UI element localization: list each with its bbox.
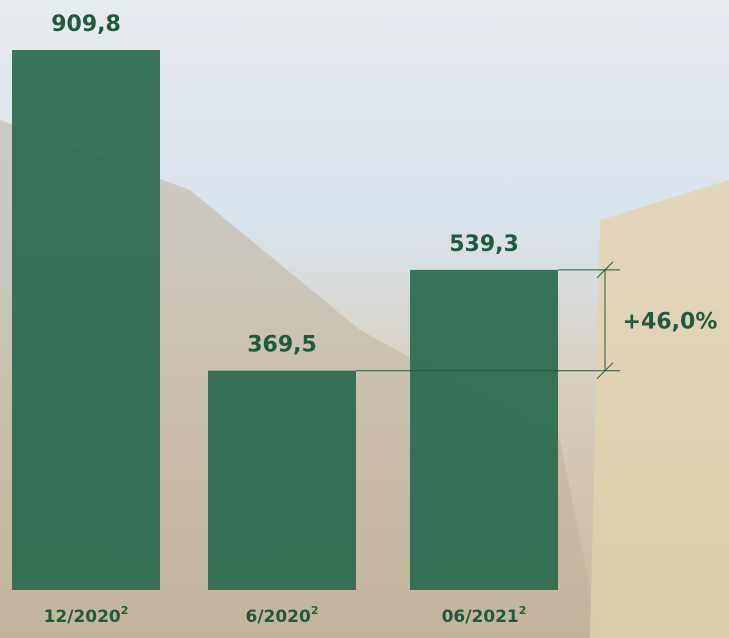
x-tick-label: 6/20202 (245, 604, 318, 627)
value-label: 369,5 (247, 333, 317, 358)
bar (410, 269, 558, 590)
bar (12, 50, 160, 590)
bracket-tick (596, 362, 614, 380)
category: 12/2020 (44, 607, 121, 627)
bracket-tick (596, 261, 614, 279)
category: 6/2020 (245, 607, 311, 627)
annotation: +46,0% (623, 309, 718, 334)
category: 06/2021 (442, 607, 519, 627)
x-tick-label: 06/20212 (442, 604, 527, 627)
footnote-marker: 2 (121, 604, 129, 617)
value-label: 909,8 (51, 12, 121, 37)
building-right (590, 180, 729, 638)
x-tick-label: 12/20202 (44, 604, 129, 627)
value-label: 539,3 (449, 232, 519, 257)
footnote-marker: 2 (311, 604, 319, 617)
footnote-marker: 2 (519, 604, 527, 617)
bar (208, 370, 356, 590)
